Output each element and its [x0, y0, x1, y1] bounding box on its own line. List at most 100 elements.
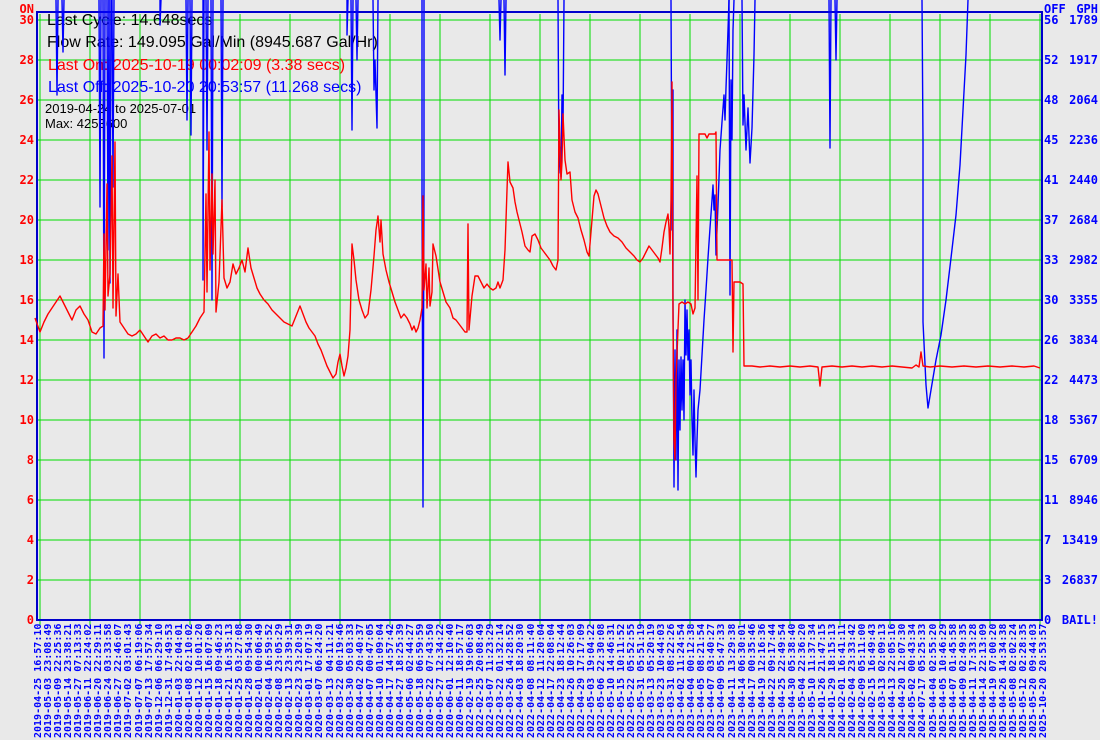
- x-tick-label: 2024-04-13 22:05:16: [887, 623, 899, 738]
- off-series-segment: [372, 0, 379, 129]
- flow-rate-text: Flow Rate: 149.095 Gal/Min (8945.687 Gal…: [47, 34, 378, 51]
- x-tick-label: 2022-04-23 18:12:44: [555, 623, 567, 738]
- x-tick-label: 2025-04-09 02:49:35: [957, 623, 969, 738]
- plot-frame: [36, 11, 1043, 621]
- x-tick-label: 2025-04-05 10:46:29: [937, 623, 949, 738]
- x-tick-label: 2022-05-31 05:51:19: [636, 623, 647, 738]
- x-tick-label: 2022-05-22 05:52:55: [626, 623, 637, 738]
- gph-tick-label: 2236: [1069, 133, 1098, 147]
- x-tick-label: 2022-04-03 18:20:30: [515, 623, 527, 738]
- x-tick-label: 2023-04-09 05:47:33: [716, 623, 728, 738]
- off-gph-tick-row: 15 6709: [1044, 453, 1098, 467]
- x-tick-label: 2019-12-06 06:29:10: [153, 623, 165, 738]
- off-series-segment: [728, 0, 735, 296]
- date-range-text: 2019-04-24 to 2025-07-01: [45, 101, 197, 116]
- off-gph-tick-row: 26 3834: [1044, 333, 1098, 347]
- x-tick-label: 2023-03-23 10:44:03: [656, 623, 668, 738]
- x-tick-label: 2020-01-18 09:46:23: [213, 623, 225, 738]
- off-series-segment: [61, 0, 65, 53]
- x-tick-label: 2020-01-21 16:35:13: [224, 623, 235, 738]
- gph-tick-label: 3834: [1069, 333, 1098, 347]
- x-tick-label: 2025-04-19 07:00:20: [987, 623, 999, 738]
- off-series-segment: [421, 0, 425, 508]
- x-tick-label: 2023-04-25 22:49:54: [776, 623, 788, 738]
- on-tick-label: 26: [19, 93, 34, 107]
- on-tick-label: 18: [19, 253, 34, 267]
- x-tick-label: 2020-03-13 04:11:21: [324, 623, 336, 738]
- x-tick-label: 2023-04-05 08:21:54: [696, 623, 708, 738]
- x-tick-label: 2020-04-10 01:09:04: [374, 623, 386, 738]
- x-tick-label: 2020-05-06 02:44:27: [404, 623, 416, 738]
- off-series-segment: [185, 0, 189, 121]
- x-tick-label: 2019-06-27 22:46:07: [113, 623, 125, 738]
- off-tick-label: 52: [1044, 53, 1059, 67]
- right-axis-title: OFF GPH: [1044, 2, 1098, 16]
- x-tick-label: 2020-01-28 09:54:30: [244, 623, 256, 738]
- on-tick-label: 28: [19, 53, 34, 67]
- off-series-segment: [355, 0, 359, 61]
- x-tick-label: 2019-05-03 23:08:49: [43, 623, 54, 738]
- gph-tick-label: 2982: [1069, 253, 1098, 267]
- on-tick-label: 6: [26, 493, 34, 507]
- on-tick-label: 16: [19, 293, 34, 307]
- x-tick-label: 2019-05-27 07:13:33: [73, 623, 85, 738]
- x-tick-label: 2020-06-01 12:10:40: [445, 623, 457, 738]
- x-tick-label: 2024-02-15 16:49:43: [867, 623, 879, 738]
- x-tick-label: 2023-04-17 00:35:46: [746, 623, 758, 738]
- off-gph-tick-row: 37 2684: [1044, 213, 1098, 227]
- off-tick-label: 41: [1044, 173, 1059, 187]
- x-tick-label: 2019-07-07 06:19:06: [133, 623, 145, 738]
- x-tick-label: 2022-02-19 19:06:03: [465, 623, 477, 738]
- off-gph-tick-row: 0 BAIL!: [1044, 613, 1098, 627]
- x-tick-label: 2019-04-25 16:57:10: [33, 623, 44, 738]
- last-off-text: Last Off: 2025-10-20 20:53:57 (11.268 se…: [48, 79, 362, 96]
- gph-axis-title: GPH: [1076, 2, 1098, 16]
- x-tick-label: 2019-05-14 23:38:21: [63, 623, 75, 738]
- x-tick-label: 2020-02-01 00:06:49: [254, 623, 266, 738]
- off-series-segment: [159, 0, 162, 26]
- x-tick-label: 2024-01-29 18:15:13: [827, 623, 838, 738]
- x-tick-label: 2020-05-18 06:59:59: [414, 623, 426, 738]
- on-tick-label: 2: [26, 573, 34, 587]
- x-tick-label: 2023-05-10 11:37:34: [806, 623, 818, 738]
- gph-tick-label: 5367: [1069, 413, 1098, 427]
- off-series-segment: [834, 0, 838, 61]
- x-tick-label: 2023-04-11 13:29:38: [726, 623, 738, 738]
- off-series-segment: [670, 0, 730, 491]
- off-series-segment: [205, 0, 209, 151]
- x-tick-label: 2020-06-11 18:57:17: [455, 623, 467, 738]
- off-tick-label: 18: [1044, 413, 1059, 427]
- off-tick-label: 48: [1044, 93, 1059, 107]
- x-tick-label: 2020-01-03 22:04:01: [173, 623, 185, 738]
- off-tick-label: 30: [1044, 293, 1059, 307]
- gph-tick-label: 13419: [1061, 533, 1098, 547]
- x-tick-label: 2023-04-04 00:12:38: [686, 623, 698, 738]
- off-gph-tick-row: 30 3355: [1044, 293, 1098, 307]
- off-gph-tick-row: 3 26837: [1044, 573, 1098, 587]
- off-tick-label: 0: [1044, 613, 1052, 627]
- x-tick-label: 2022-04-12 11:20:04: [535, 623, 547, 738]
- off-tick-label: 33: [1044, 253, 1059, 267]
- off-axis-title: OFF: [1044, 2, 1066, 16]
- x-tick-label: 2023-04-14 06:30:01: [736, 623, 748, 738]
- x-tick-label: 2022-03-22 01:32:14: [495, 623, 507, 738]
- x-tick-label: 2020-05-22 07:43:50: [425, 623, 436, 738]
- x-tick-label: 2019-07-02 03:01:43: [123, 623, 135, 738]
- off-tick-label: 15: [1044, 453, 1059, 467]
- x-tick-label: 2019-06-20 22:29:11: [93, 623, 105, 738]
- x-tick-label: 2019-06-24 03:33:58: [103, 623, 115, 738]
- off-tick-label: 11: [1044, 493, 1059, 507]
- x-tick-label: 2022-02-25 20:08:49: [475, 623, 487, 738]
- off-series-segment: [202, 0, 205, 281]
- off-gph-tick-row: 7 13419: [1044, 533, 1098, 547]
- on-series-line: [34, 81, 1041, 461]
- off-series-segment: [503, 0, 507, 76]
- off-gph-tick-row: 52 1917: [1044, 53, 1098, 67]
- x-tick-label: 2022-03-07 11:23:29: [485, 623, 497, 738]
- x-tick-label: 2020-03-30 05:03:33: [344, 623, 356, 738]
- off-gph-tick-row: 18 5367: [1044, 413, 1098, 427]
- off-tick-label: 37: [1044, 213, 1059, 227]
- off-series-segment: [921, 0, 969, 409]
- x-tick-label: 2020-02-04 16:59:52: [264, 623, 276, 738]
